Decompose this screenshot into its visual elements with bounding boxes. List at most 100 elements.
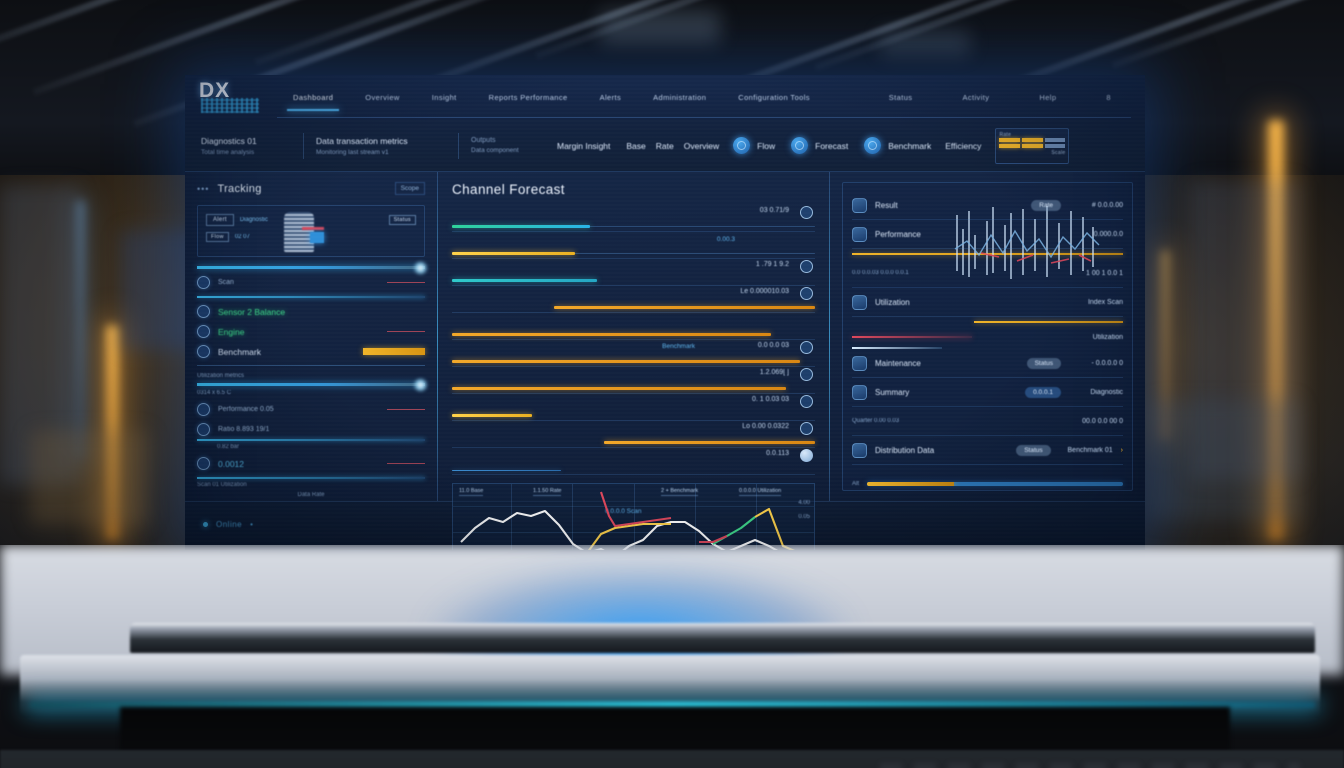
left-section-title: Tracking [217, 182, 262, 195]
chip-low[interactable]: Flow [206, 232, 229, 242]
diagnostic-card[interactable]: Alert Diagnostic Status Flow 02 07 [197, 205, 425, 257]
metric-row-summary[interactable]: Summary 0.0.0.1 Diagnostic [852, 378, 1123, 407]
network-icon [791, 137, 809, 154]
accent-red-line [387, 409, 425, 410]
divider-cyan [197, 477, 425, 479]
kpi-transactions[interactable]: Data transaction metrics Monitoring last… [316, 136, 446, 156]
nav-item-activity[interactable]: Activity [962, 92, 990, 102]
divider-cyan [197, 439, 425, 441]
globe-icon[interactable] [800, 206, 813, 219]
nav-item-help[interactable]: Help [1039, 92, 1057, 102]
main-content: ••• Tracking Scope Alert Diagnostic Stat… [185, 172, 1145, 550]
metric-value: Diagnostic [1090, 388, 1123, 396]
kpi-diagnostics[interactable]: Diagnostics 01 Total time analysis [201, 136, 291, 156]
alert-icon[interactable] [800, 395, 813, 408]
nav-item-reports[interactable]: Reports Performance [488, 92, 568, 102]
metric-row-quarter[interactable]: Quarter 0.00 0.03 00.0 0.0 00 0 [852, 407, 1123, 436]
status-dot: • [250, 520, 254, 529]
spike-chart [954, 206, 1100, 279]
wrench-icon [852, 355, 867, 371]
forecast-row[interactable]: Benchmark 0.0 0.0 03 [452, 340, 815, 367]
logo-text: DX [199, 78, 231, 102]
forecast-row[interactable]: 0.0.113 [452, 448, 815, 475]
widget-bar [999, 143, 1021, 148]
metric-value: - 0.0.0.0 0 [1091, 359, 1123, 367]
forecast-row[interactable]: 0.00.3 [452, 232, 815, 259]
menu-dots-icon[interactable]: ••• [197, 183, 210, 194]
chip-benchmark[interactable]: Benchmark [864, 137, 931, 154]
metric-value: Utilization [1092, 333, 1123, 341]
list-item-value[interactable]: 0.0012 [197, 457, 425, 470]
widget-caption-right: Scale [1051, 149, 1066, 156]
nav-item-status[interactable]: Status [888, 92, 913, 102]
progress-group[interactable]: Alt [852, 481, 1123, 487]
forecast-row[interactable] [452, 313, 815, 340]
dot-icon[interactable] [800, 341, 813, 354]
list-item-performance[interactable]: Performance 0.05 [197, 403, 425, 416]
row-value: 1 .79 1 9.2 [755, 261, 789, 268]
forecast-row[interactable]: Le 0.000010.03 [452, 286, 815, 313]
metric-row-distribution-data[interactable]: Distribution Data Status Benchmark 01 › [852, 436, 1123, 465]
nav-right-group: Status Activity Help 8 [873, 93, 1131, 102]
list-item-scan[interactable]: Scan [197, 276, 425, 289]
metric-row-codes[interactable]: 0.0 0.0.03 0.0.0 0.0.1 1 00 1 0.0 1 [852, 259, 1123, 288]
kpi-outputs[interactable]: Outputs Data component [471, 137, 541, 154]
metric-label: Distribution Data [875, 445, 935, 455]
metric-value: # 0.0.0.00 [1091, 201, 1123, 209]
left-section-tag[interactable]: Scope [394, 182, 425, 195]
list-item-label: Sensor 2 Balance [218, 306, 286, 317]
metric-label: Result [875, 200, 898, 210]
utilization-caption: Utilization metrics [197, 373, 245, 379]
logo-grid-icon [201, 97, 259, 113]
clock-icon[interactable] [800, 260, 813, 273]
metrics-card: Result Rate # 0.0.0.00 Performance 0.000… [842, 182, 1133, 491]
divider [197, 365, 425, 366]
mini-metrics-widget[interactable]: Rate Scale [995, 127, 1070, 164]
forecast-row[interactable]: 1.2.069[ ] [452, 367, 815, 394]
chart-icon [864, 137, 882, 154]
list-item-sensor[interactable]: Sensor 2 Balance [197, 305, 425, 318]
forecast-row[interactable]: 03 0.71/9 [452, 205, 815, 232]
forecast-row[interactable]: 0. 1 0.03 03 [452, 394, 815, 421]
metric-row-performance[interactable]: Performance 0.000.0.0 [852, 220, 1123, 249]
chip-flow[interactable]: Flow [733, 137, 775, 154]
nav-item-administration[interactable]: Administration [653, 92, 707, 102]
red-divider [852, 336, 972, 338]
nav-item-alerts[interactable]: Alerts [599, 92, 622, 102]
nav-badge-count[interactable]: 8 [1106, 92, 1111, 102]
chart-svg [460, 491, 795, 550]
row-note: Benchmark [662, 343, 695, 350]
status-indicator-icon [203, 522, 208, 527]
metric-row-result[interactable]: Result Rate # 0.0.0.00 [852, 191, 1123, 220]
chip-forecast[interactable]: Forecast [791, 137, 848, 154]
app-logo[interactable]: DX [199, 78, 263, 115]
gear-icon[interactable] [800, 368, 813, 381]
chevron-right-icon[interactable]: › [1120, 446, 1123, 454]
cyan-divider [852, 347, 942, 349]
nav-item-configuration[interactable]: Configuration Tools [738, 92, 810, 102]
circle-icon[interactable] [800, 449, 813, 462]
forecast-row[interactable]: 1 .79 1 9.2 [452, 259, 815, 286]
pill-status[interactable]: Status [388, 215, 416, 225]
list-item-ratio[interactable]: Ratio 8.893 19/1 [197, 423, 425, 436]
margin-insight-label: Margin Insight [557, 140, 611, 151]
metric-badge: 0.0.0.1 [1025, 386, 1061, 398]
forecast-row[interactable]: Lo 0.00 0.0322 [452, 421, 815, 448]
target-icon[interactable] [800, 287, 813, 300]
nav-item-overview[interactable]: Overview [365, 92, 400, 102]
series-forecast-2 [754, 507, 795, 550]
pill-alert[interactable]: Alert [206, 214, 234, 226]
metric-row-maintenance[interactable]: Maintenance Status - 0.0.0.0 0 [852, 349, 1123, 378]
metric-row-distribution[interactable]: Utilization [852, 327, 1123, 347]
nav-item-dashboard[interactable]: Dashboard [277, 93, 349, 111]
metric-label: Utilization [875, 297, 910, 307]
nav-item-insight[interactable]: Insight [431, 92, 457, 102]
trend-chart[interactable]: 11.0 Base 1.1.50 Rate 2 + Benchmark 0.0.… [452, 483, 815, 550]
amber-divider-2 [973, 321, 1123, 323]
progress-bar[interactable] [867, 482, 1123, 486]
metric-row-utilization[interactable]: Utilization Index Scan [852, 288, 1123, 317]
list-item-engine[interactable]: Engine [197, 325, 425, 338]
left-footer-a: Scan 01 Utilization [197, 482, 247, 488]
flag-icon[interactable] [800, 422, 813, 435]
list-item-benchmark[interactable]: Benchmark [197, 345, 425, 358]
